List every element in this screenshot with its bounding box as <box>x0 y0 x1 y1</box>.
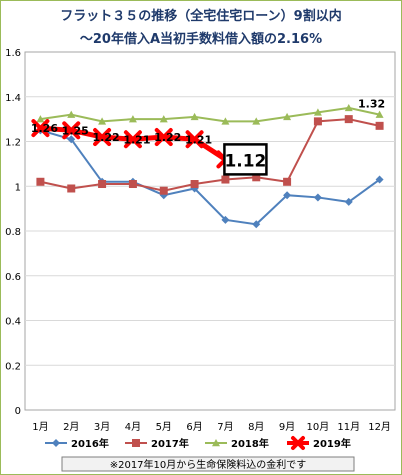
data-point <box>123 130 142 149</box>
x-axis: 1月 2月 3月 4月 5月 6月 7月 8月 9月 10月 11月 12月 <box>32 421 391 433</box>
data-point <box>93 128 112 147</box>
data-label: 1.22 <box>93 131 120 144</box>
x-tick-label: 9月 <box>279 421 295 433</box>
x-tick-label: 11月 <box>337 421 360 433</box>
series-line <box>40 118 380 192</box>
data-point <box>344 115 353 124</box>
data-point <box>313 193 322 202</box>
data-point <box>128 115 137 123</box>
data-labels: 1.26 1.251.22 1.21 1.22 1.211.321.12 <box>31 98 385 176</box>
legend-item: 2017年 <box>125 437 189 450</box>
x-tick-label: 3月 <box>94 421 110 433</box>
legend-marker <box>291 436 305 450</box>
legend-label: 2018年 <box>231 437 269 450</box>
legend-marker <box>52 439 60 447</box>
x-tick-label: 5月 <box>156 421 172 433</box>
data-point <box>185 130 204 149</box>
x-tick-label: 1月 <box>32 421 48 433</box>
x-tick-label: 4月 <box>125 421 141 433</box>
data-label: 1.21 <box>123 133 150 146</box>
data-point <box>252 173 261 182</box>
y-axis: 0 0.2 0.4 0.6 0.8 1 1.2 1.4 1.6 <box>5 48 21 417</box>
legend-marker <box>132 439 140 447</box>
y-tick-label: 0.8 <box>5 227 21 238</box>
legend-label: 2019年 <box>313 437 351 450</box>
data-point <box>375 121 384 130</box>
data-point <box>98 180 107 189</box>
y-tick-label: 1.4 <box>5 93 21 104</box>
data-point <box>375 175 384 184</box>
data-label: 1.32 <box>358 98 385 111</box>
data-point <box>67 184 76 193</box>
series-2018年 <box>36 103 384 125</box>
data-label: 1.25 <box>62 124 89 137</box>
callout-label: 1.12 <box>224 151 266 171</box>
y-tick-label: 1.2 <box>5 138 21 149</box>
data-point <box>283 177 292 186</box>
data-point <box>252 220 261 229</box>
data-point <box>67 135 76 144</box>
legend-item: 2016年 <box>45 437 109 450</box>
legend: 2016年 2017年 2018年 2019年 <box>45 436 351 450</box>
data-point <box>159 115 168 123</box>
legend-label: 2017年 <box>151 437 189 450</box>
legend-item: 2019年 <box>287 436 351 450</box>
legend-label: 2016年 <box>71 437 109 450</box>
x-tick-label: 7月 <box>217 421 233 433</box>
y-tick-label: 0.6 <box>5 272 21 283</box>
data-point <box>221 215 230 224</box>
data-point <box>344 103 353 112</box>
data-label: 1.21 <box>185 133 212 146</box>
series-2017年 <box>36 115 384 195</box>
x-tick-label: 10月 <box>307 421 330 433</box>
callout-box <box>223 143 268 176</box>
footnote-box <box>61 456 355 472</box>
y-tick-label: 1 <box>15 182 21 193</box>
series-line <box>40 106 380 123</box>
data-point <box>375 110 384 118</box>
footnote: ※2017年10月から生命保険料込の金利です <box>110 458 307 471</box>
data-label: 1.22 <box>154 131 181 144</box>
x-tick-label: 6月 <box>186 421 202 433</box>
data-point <box>128 180 137 189</box>
data-point <box>31 119 50 138</box>
legend-marker <box>212 439 220 447</box>
data-point <box>344 197 353 206</box>
legend-item: 2018年 <box>205 437 269 450</box>
chart-title: フラット３５の推移（全宅住宅ローン）9割以内 <box>60 8 341 24</box>
data-point <box>154 128 173 147</box>
data-point <box>283 112 292 121</box>
data-point <box>159 186 168 195</box>
data-point <box>62 121 81 140</box>
series-group <box>31 103 384 229</box>
data-label: 1.26 <box>31 122 58 135</box>
y-tick-label: 0.2 <box>5 361 21 372</box>
data-point <box>221 175 230 184</box>
series-line <box>40 129 381 226</box>
data-point <box>252 117 261 125</box>
data-point <box>283 191 292 200</box>
x-tick-label: 12月 <box>368 421 391 433</box>
x-tick-label: 2月 <box>63 421 79 433</box>
data-point <box>313 108 322 116</box>
data-point <box>36 115 45 123</box>
y-tick-label: 0 <box>15 406 21 417</box>
data-point <box>221 117 230 125</box>
y-tick-label: 0.4 <box>5 317 21 328</box>
data-point <box>67 110 76 118</box>
data-point <box>190 180 199 189</box>
data-point <box>98 117 107 125</box>
x-tick-label: 8月 <box>248 421 264 433</box>
data-point <box>36 177 45 186</box>
data-point <box>190 112 199 121</box>
data-point <box>313 117 322 126</box>
chart-subtitle: ～20年借入A当初手数料借入額の2.16% <box>80 31 322 47</box>
y-tick-label: 1.6 <box>5 48 21 59</box>
